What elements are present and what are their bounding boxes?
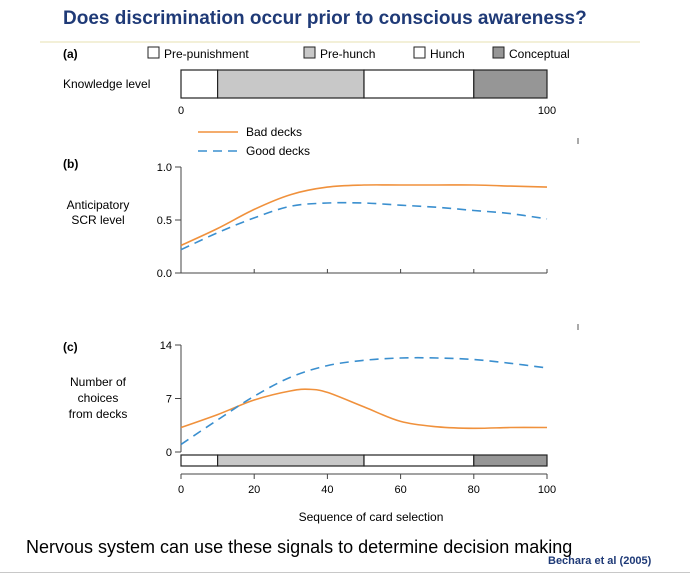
c-ytick-label-0: 0 bbox=[166, 447, 172, 459]
figure: (a) Pre-punishment Pre-hunch Hunch Conceptu… bbox=[63, 46, 579, 524]
panel-c-letter: (c) bbox=[63, 340, 78, 354]
b-ytick-label-0: 0.0 bbox=[157, 268, 172, 280]
panel-c-ylabel-line3: from decks bbox=[69, 407, 128, 421]
c-xtick-label-3: 60 bbox=[394, 484, 406, 496]
panel-b-letter: (b) bbox=[63, 157, 78, 171]
phase-segment-2 bbox=[363, 69, 475, 99]
c-bad-decks-line bbox=[180, 388, 548, 430]
phase-segment-3 bbox=[473, 69, 548, 99]
panel-c-ylabel-line1: Number of bbox=[70, 375, 127, 389]
panel-b-ylabel-line2: SCR level bbox=[71, 213, 124, 227]
bottom-rule bbox=[0, 572, 690, 573]
c-good-decks-line bbox=[180, 356, 548, 446]
slide-title: Does discrimination occur prior to consc… bbox=[63, 8, 587, 29]
panel-c: (c) Number of choices from decks 0 7 14 0 2… bbox=[63, 340, 556, 524]
phase-segment-3 bbox=[473, 454, 548, 467]
legend-b: Bad decks Good decks bbox=[198, 125, 310, 158]
c-ytick-label-1: 7 bbox=[166, 394, 172, 406]
c-ytick-label-2: 14 bbox=[160, 340, 172, 352]
knowledge-bar bbox=[180, 69, 548, 99]
b-ytick-label-2: 1.0 bbox=[157, 162, 172, 174]
b-bad-decks-line bbox=[180, 184, 548, 247]
c-xtick-label-1: 20 bbox=[248, 484, 260, 496]
legend-good-label: Good decks bbox=[246, 144, 310, 158]
panel-a-letter: (a) bbox=[63, 47, 78, 61]
phase-segment-1 bbox=[217, 69, 365, 99]
panel-a-tick-100: 100 bbox=[538, 105, 556, 117]
phase-segment-2 bbox=[363, 454, 475, 467]
phase-segment-1 bbox=[217, 454, 365, 467]
c-xtick-label-2: 40 bbox=[321, 484, 333, 496]
legend-label-0: Pre-punishment bbox=[164, 47, 249, 61]
legend-swatch-2 bbox=[413, 46, 426, 59]
phase-segment-0 bbox=[180, 69, 219, 99]
panel-a-tick-0: 0 bbox=[178, 105, 184, 117]
slide-caption: Nervous system can use these signals to … bbox=[26, 537, 573, 557]
panel-b: Bad decks Good decks (b) Anticipatory SC… bbox=[63, 125, 548, 280]
legend-label-2: Hunch bbox=[430, 47, 465, 61]
legend-swatch-0 bbox=[147, 46, 160, 59]
c-xtick-label-5: 100 bbox=[538, 484, 556, 496]
title-rule bbox=[40, 41, 640, 43]
b-good-decks-line bbox=[180, 201, 548, 251]
legend-label-3: Conceptual bbox=[509, 47, 570, 61]
panel-c-ylabel-line2: choices bbox=[78, 391, 119, 405]
lines-c bbox=[180, 356, 548, 446]
legend-swatch-3 bbox=[492, 46, 505, 59]
panel-a-ylabel: Knowledge level bbox=[63, 77, 150, 91]
c-xtick-label-4: 80 bbox=[468, 484, 480, 496]
citation: Bechara et al (2005) bbox=[548, 555, 652, 567]
phase-bar-bottom bbox=[180, 454, 548, 467]
legend-swatch-1 bbox=[303, 46, 316, 59]
b-ytick-label-1: 0.5 bbox=[157, 215, 172, 227]
axes-b: 0.0 0.5 1.0 bbox=[157, 162, 548, 280]
legend-a: Pre-punishment Pre-hunch Hunch Conceptual bbox=[147, 46, 570, 61]
phase-segment-0 bbox=[180, 454, 219, 467]
lines-b bbox=[180, 184, 548, 251]
legend-bad-label: Bad decks bbox=[246, 125, 302, 139]
x-axis-label: Sequence of card selection bbox=[299, 510, 444, 524]
legend-label-1: Pre-hunch bbox=[320, 47, 375, 61]
c-xtick-label-0: 0 bbox=[178, 484, 184, 496]
axes-c: 0 7 14 bbox=[160, 340, 182, 459]
panel-a: (a) Pre-punishment Pre-hunch Hunch Conceptu… bbox=[63, 46, 570, 117]
x-axis-c: 0 20 40 60 80 100 bbox=[178, 473, 556, 496]
panel-b-ylabel-line1: Anticipatory bbox=[67, 198, 130, 212]
